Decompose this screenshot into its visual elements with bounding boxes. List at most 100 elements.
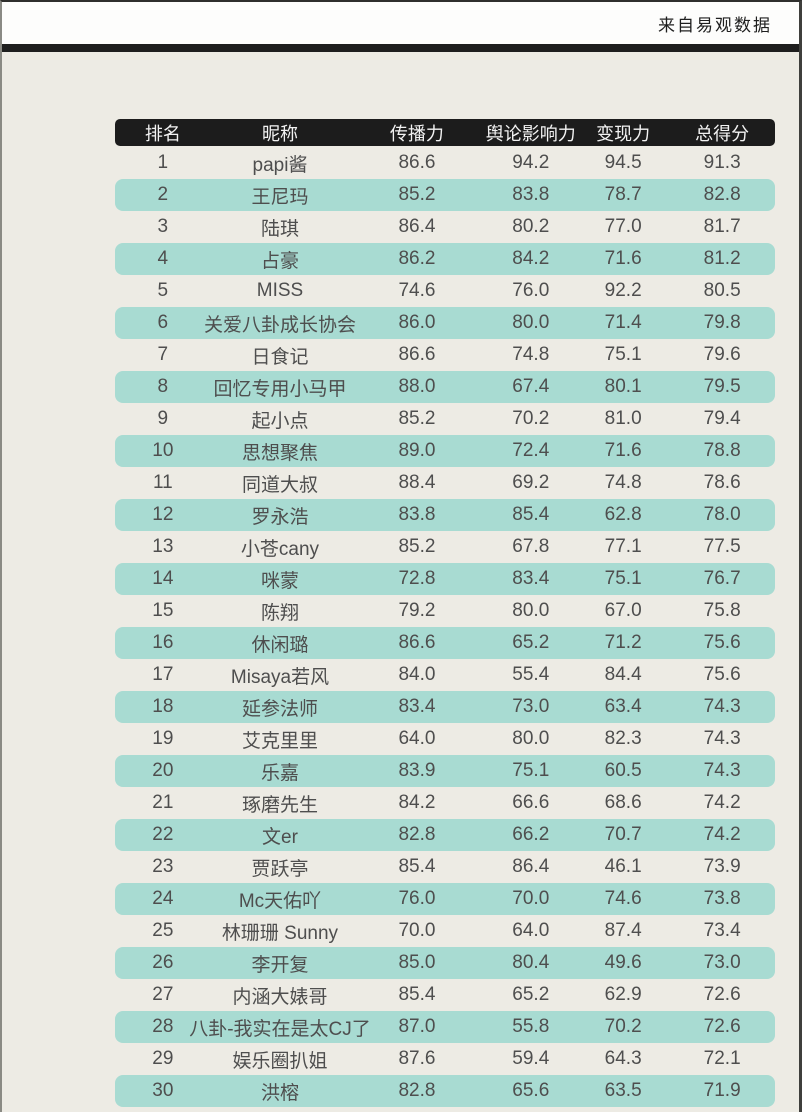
table-body: 1 papi酱 86.6 94.2 94.5 91.3 2 王尼玛 85.2 8… [115, 147, 775, 1107]
cell-monetization: 63.4 [604, 696, 642, 717]
table-row: 10 思想聚焦 89.0 72.4 71.6 78.8 [115, 435, 775, 467]
cell-spread: 82.8 [398, 1080, 436, 1101]
cell-nickname: 延参法师 [241, 698, 318, 720]
cell-total-score: 73.9 [703, 856, 741, 877]
cell-total-score: 79.4 [703, 408, 741, 429]
cell-spread: 86.2 [398, 248, 436, 269]
cell-total-score: 73.4 [703, 920, 741, 941]
cell-nickname: Mc天佑吖 [238, 890, 322, 912]
cell-spread: 86.6 [398, 344, 436, 365]
cell-spread: 79.2 [398, 600, 436, 621]
cell-rank: 14 [152, 568, 174, 589]
cell-monetization: 68.6 [604, 792, 642, 813]
cell-influence: 85.4 [512, 504, 550, 525]
table-row: 26 李开复 85.0 80.4 49.6 73.0 [115, 947, 775, 979]
cell-influence: 59.4 [512, 1048, 550, 1069]
cell-rank: 3 [157, 216, 169, 237]
cell-rank: 15 [152, 600, 174, 621]
cell-rank: 18 [152, 696, 174, 717]
cell-influence: 75.1 [512, 760, 550, 781]
cell-influence: 70.0 [512, 888, 550, 909]
cell-nickname: 内涵大婊哥 [232, 986, 328, 1008]
table-row: 18 延参法师 83.4 73.0 63.4 74.3 [115, 691, 775, 723]
cell-total-score: 79.5 [703, 376, 741, 397]
cell-monetization: 62.8 [604, 504, 642, 525]
cell-spread: 84.0 [398, 664, 436, 685]
cell-rank: 16 [152, 632, 174, 653]
table-row: 21 琢磨先生 84.2 66.6 68.6 74.2 [115, 787, 775, 819]
cell-influence: 73.0 [512, 696, 550, 717]
cell-monetization: 49.6 [604, 952, 642, 973]
table-row: 25 林珊珊 Sunny 70.0 64.0 87.4 73.4 [115, 915, 775, 947]
cell-monetization: 64.3 [604, 1048, 642, 1069]
cell-spread: 86.0 [398, 312, 436, 333]
cell-total-score: 81.2 [703, 248, 741, 269]
cell-monetization: 60.5 [604, 760, 642, 781]
cell-nickname: 日食记 [251, 346, 309, 368]
table-row: 8 回忆专用小马甲 88.0 67.4 80.1 79.5 [115, 371, 775, 403]
cell-monetization: 71.2 [604, 632, 642, 653]
cell-nickname: 林珊珊 Sunny [221, 922, 339, 944]
table-row: 1 papi酱 86.6 94.2 94.5 91.3 [115, 147, 775, 179]
cell-monetization: 84.4 [604, 664, 642, 685]
cell-spread: 84.2 [398, 792, 436, 813]
cell-nickname: 贾跃亭 [251, 858, 309, 880]
cell-monetization: 78.7 [604, 184, 642, 205]
cell-monetization: 71.6 [604, 440, 642, 461]
column-header-rank: 排名 [144, 123, 181, 144]
cell-rank: 13 [152, 536, 174, 557]
column-header-total-score: 总得分 [695, 123, 750, 144]
cell-total-score: 91.3 [703, 152, 741, 173]
cell-monetization: 75.1 [604, 344, 642, 365]
cell-rank: 8 [157, 376, 169, 397]
cell-rank: 2 [157, 184, 169, 205]
column-header-monetization: 变现力 [596, 123, 651, 144]
cell-total-score: 76.7 [703, 568, 741, 589]
table-row: 20 乐嘉 83.9 75.1 60.5 74.3 [115, 755, 775, 787]
cell-rank: 20 [152, 760, 174, 781]
cell-spread: 70.0 [398, 920, 436, 941]
cell-spread: 72.8 [398, 568, 436, 589]
cell-influence: 66.6 [512, 792, 550, 813]
cell-rank: 4 [157, 248, 169, 269]
table-row: 22 文er 82.8 66.2 70.7 74.2 [115, 819, 775, 851]
cell-influence: 80.0 [512, 728, 550, 749]
cell-rank: 26 [152, 952, 174, 973]
cell-total-score: 81.7 [703, 216, 741, 237]
cell-total-score: 77.5 [703, 536, 741, 557]
cell-influence: 64.0 [512, 920, 550, 941]
cell-rank: 1 [157, 152, 169, 173]
cell-spread: 83.9 [398, 760, 436, 781]
cell-total-score: 75.6 [703, 632, 741, 653]
data-source-label: 来自易观数据 [658, 15, 772, 36]
column-header-nickname: 昵称 [261, 123, 298, 144]
cell-nickname: 陆琪 [260, 218, 299, 240]
cell-nickname: 王尼玛 [251, 186, 309, 208]
cell-nickname: 咪蒙 [260, 570, 299, 592]
cell-monetization: 77.0 [604, 216, 642, 237]
cell-influence: 94.2 [512, 152, 550, 173]
cell-rank: 24 [152, 888, 174, 909]
cell-monetization: 62.9 [604, 984, 642, 1005]
cell-nickname: 娱乐圈扒姐 [232, 1050, 328, 1072]
cell-rank: 17 [152, 664, 174, 685]
cell-influence: 80.0 [512, 312, 550, 333]
cell-rank: 7 [157, 344, 169, 365]
cell-influence: 66.2 [512, 824, 550, 845]
cell-nickname: 起小点 [251, 410, 309, 432]
cell-spread: 64.0 [398, 728, 436, 749]
cell-influence: 86.4 [512, 856, 550, 877]
cell-spread: 86.6 [398, 152, 436, 173]
cell-rank: 30 [152, 1080, 174, 1101]
cell-total-score: 72.1 [703, 1048, 741, 1069]
cell-spread: 83.4 [398, 696, 436, 717]
cell-rank: 27 [152, 984, 174, 1005]
table-row: 14 咪蒙 72.8 83.4 75.1 76.7 [115, 563, 775, 595]
table-row: 7 日食记 86.6 74.8 75.1 79.6 [115, 339, 775, 371]
cell-total-score: 80.5 [703, 280, 741, 301]
cell-total-score: 74.3 [703, 760, 741, 781]
cell-spread: 85.2 [398, 184, 436, 205]
cell-influence: 70.2 [512, 408, 550, 429]
cell-nickname: 回忆专用小马甲 [213, 378, 347, 400]
